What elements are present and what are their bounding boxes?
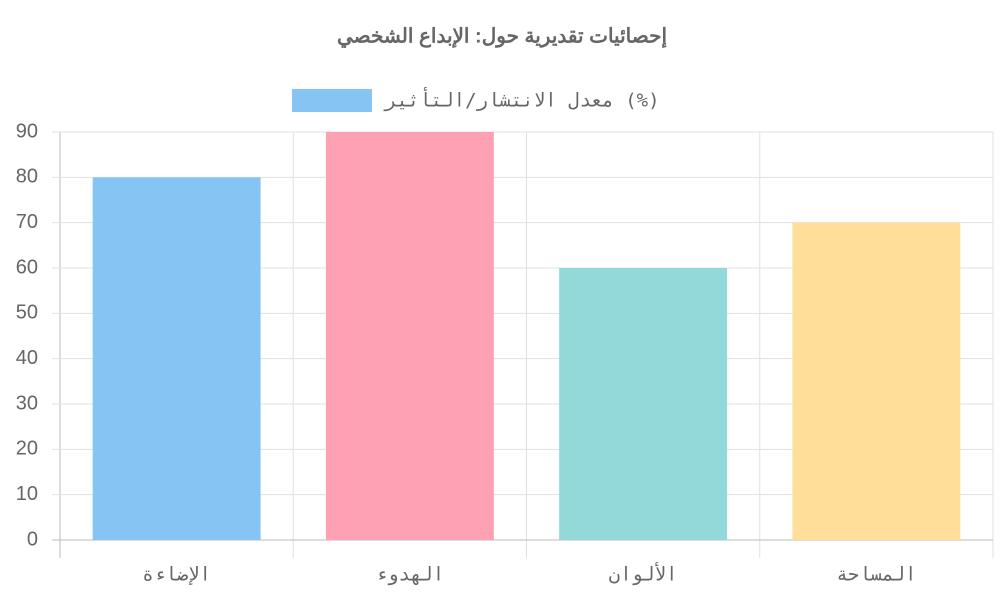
y-tick-label: 70 [16, 211, 38, 233]
x-tick-label: الألوان [609, 563, 678, 586]
y-tick-label: 20 [16, 438, 38, 460]
y-tick-label: 50 [16, 302, 38, 324]
y-tick-label: 60 [16, 256, 38, 278]
y-tick-label: 0 [27, 528, 38, 550]
bar [325, 132, 494, 540]
bar [792, 222, 961, 540]
y-tick-label: 80 [16, 166, 38, 188]
y-tick-label: 10 [16, 483, 38, 505]
legend-swatch [292, 89, 372, 112]
y-tick-label: 90 [16, 120, 38, 142]
y-tick-label: 30 [16, 392, 38, 414]
bar [559, 268, 728, 540]
bar [92, 177, 261, 541]
chart-title: إحصائيات تقديرية حول: الإبداع الشخصي [337, 25, 667, 48]
x-tick-label: الهدوء [376, 564, 445, 586]
legend-label: معدل الانتشار/التأثير (%) [383, 87, 660, 112]
y-tick-label: 40 [16, 347, 38, 369]
x-tick-label: الإضاءة [142, 564, 211, 586]
x-tick-label: المساحة [836, 564, 916, 586]
